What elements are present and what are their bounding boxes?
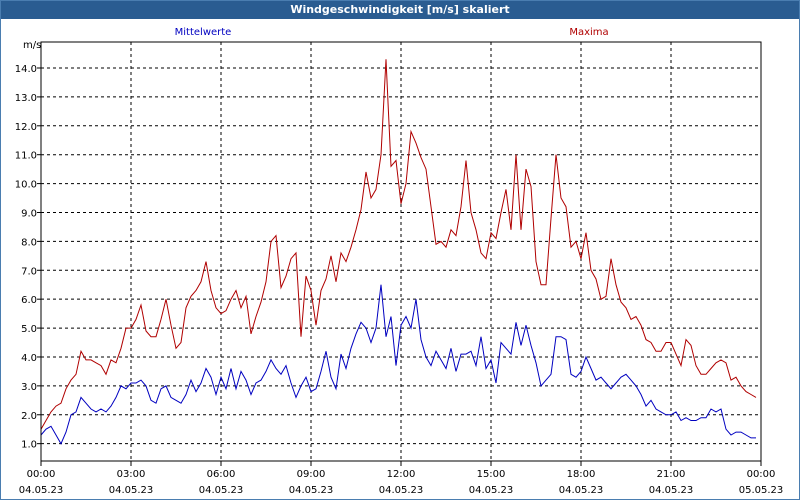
y-axis-ticks: 1.0 2.0 3.0 4.0 5.0 6.0 7.0 8.0 9.0 10.0 11.0 12.0 1… bbox=[15, 64, 41, 451]
y-tick-label: 4.0 bbox=[21, 353, 37, 364]
y-tick-label: 3.0 bbox=[21, 382, 37, 393]
x-tick-date: 04.05.23 bbox=[469, 485, 514, 496]
y-axis-label: m/s bbox=[23, 40, 41, 51]
x-tick-time: 12:00 bbox=[387, 469, 416, 480]
y-tick-label: 10.0 bbox=[15, 180, 37, 191]
y-tick-label: 12.0 bbox=[15, 122, 37, 133]
y-tick-label: 9.0 bbox=[21, 208, 37, 219]
series-lines bbox=[40, 59, 757, 445]
x-tick-date: 04.05.23 bbox=[19, 485, 64, 496]
y-tick-label: 11.0 bbox=[15, 151, 37, 162]
x-tick-date: 04.05.23 bbox=[289, 485, 334, 496]
legend-maxima: Maxima bbox=[569, 27, 608, 38]
y-tick-label: 14.0 bbox=[15, 64, 37, 75]
window-title: Windgeschwindigkeit [m/s] skaliert bbox=[1, 1, 799, 19]
grid bbox=[41, 42, 761, 461]
x-tick-time: 18:00 bbox=[567, 469, 596, 480]
x-tick-time: 00:00 bbox=[27, 469, 56, 480]
x-tick-date: 04.05.23 bbox=[559, 485, 604, 496]
x-tick-date: 05.05.23 bbox=[739, 485, 784, 496]
legend-mittelwerte: Mittelwerte bbox=[175, 27, 232, 38]
series-line-mittelwerte bbox=[40, 284, 756, 445]
x-tick-date: 04.05.23 bbox=[109, 485, 154, 496]
wind-speed-chart: 1.0 2.0 3.0 4.0 5.0 6.0 7.0 8.0 9.0 10.0 11.0 12.0 1… bbox=[15, 27, 784, 496]
y-tick-label: 8.0 bbox=[21, 237, 37, 248]
x-tick-date: 04.05.23 bbox=[379, 485, 424, 496]
y-tick-label: 13.0 bbox=[15, 93, 37, 104]
plot-frame bbox=[40, 41, 762, 462]
y-tick-label: 7.0 bbox=[21, 266, 37, 277]
y-tick-label: 2.0 bbox=[21, 411, 37, 422]
y-tick-label: 1.0 bbox=[21, 440, 37, 451]
x-tick-date: 04.05.23 bbox=[649, 485, 694, 496]
x-tick-date: 04.05.23 bbox=[199, 485, 244, 496]
y-tick-label: 6.0 bbox=[21, 295, 37, 306]
x-tick-time: 00:00 bbox=[747, 469, 776, 480]
x-tick-time: 06:00 bbox=[207, 469, 236, 480]
y-tick-label: 5.0 bbox=[21, 324, 37, 335]
x-tick-time: 15:00 bbox=[477, 469, 506, 480]
x-tick-time: 03:00 bbox=[117, 469, 146, 480]
series-line-maxima bbox=[40, 59, 757, 430]
x-axis-ticks: 00:00 04.05.23 03:00 04.05.23 06:00 04.05.23 0… bbox=[19, 461, 784, 496]
x-tick-time: 09:00 bbox=[297, 469, 326, 480]
x-tick-time: 21:00 bbox=[657, 469, 686, 480]
